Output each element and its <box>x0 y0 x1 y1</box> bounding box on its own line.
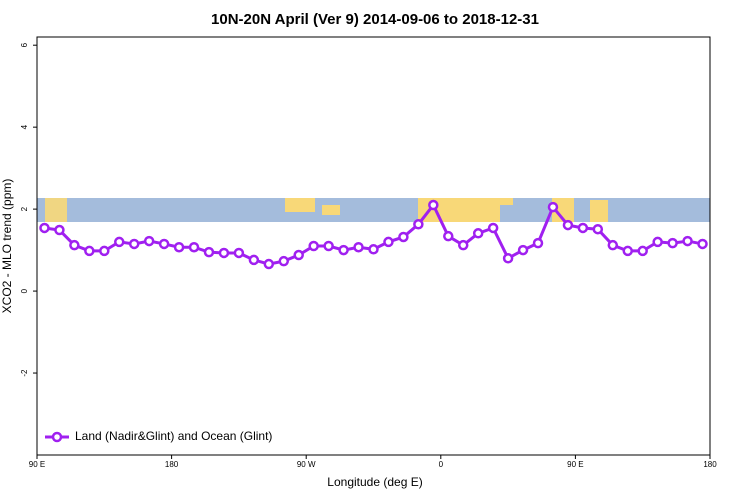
data-point <box>502 253 514 264</box>
data-point <box>472 228 484 239</box>
data-point <box>652 236 663 248</box>
data-point <box>667 237 678 249</box>
y-tick-label: 0 <box>20 288 29 293</box>
data-point <box>99 245 110 257</box>
data-point <box>158 238 170 250</box>
data-point <box>54 224 65 236</box>
data-point <box>323 240 334 252</box>
data-point <box>517 244 529 256</box>
data-point <box>39 222 50 234</box>
data-point <box>128 238 140 250</box>
data-point <box>114 236 125 248</box>
legend-label: Land (Nadir&Glint) and Ocean (Glint) <box>75 429 272 443</box>
chart-title: 10N-20N April (Ver 9) 2014-09-06 to 2018… <box>211 11 539 28</box>
x-tick-label: 90 W <box>297 460 316 469</box>
data-point <box>682 235 693 247</box>
data-point <box>457 239 469 251</box>
x-tick-label: 180 <box>165 460 179 469</box>
plot-frame <box>36 36 711 456</box>
data-point <box>84 245 95 257</box>
data-point <box>368 244 379 255</box>
data-point <box>532 237 544 249</box>
data-point <box>592 223 604 235</box>
legend-marker <box>51 431 63 443</box>
data-point <box>143 235 155 247</box>
data-point <box>547 201 559 213</box>
data-point <box>293 249 304 261</box>
data-point <box>383 236 394 248</box>
y-axis-label: XCO2 - MLO trend (ppm) <box>0 179 14 314</box>
x-tick-label: 180 <box>703 460 717 469</box>
data-point <box>308 240 319 252</box>
data-point <box>263 258 275 270</box>
x-tick-label: 0 <box>439 460 444 469</box>
data-point <box>697 238 708 250</box>
data-point <box>607 239 619 251</box>
y-tick-label: 2 <box>20 206 29 211</box>
data-point <box>69 239 80 251</box>
data-point <box>188 241 200 253</box>
data-point <box>248 254 260 266</box>
y-tick-label: 6 <box>20 42 29 47</box>
data-point <box>173 241 185 253</box>
x-tick-label: 90 E <box>567 460 583 469</box>
data-point <box>398 231 409 243</box>
data-point <box>338 244 349 256</box>
y-tick-label: 4 <box>20 124 29 129</box>
y-tick-label: -2 <box>20 369 29 377</box>
data-point <box>487 222 499 234</box>
data-point <box>218 247 230 259</box>
data-point <box>443 230 454 242</box>
data-point <box>413 219 424 230</box>
data-point <box>203 246 215 258</box>
data-point <box>637 245 648 257</box>
data-point <box>428 199 439 211</box>
data-point <box>233 247 245 259</box>
data-point <box>562 219 574 231</box>
x-axis-label: Longitude (deg E) <box>327 475 422 489</box>
map-strip <box>37 198 710 222</box>
x-tick-label: 90 E <box>29 460 45 469</box>
data-point <box>622 245 633 257</box>
data-point <box>278 255 290 267</box>
data-point <box>353 241 364 253</box>
data-point <box>577 222 589 234</box>
